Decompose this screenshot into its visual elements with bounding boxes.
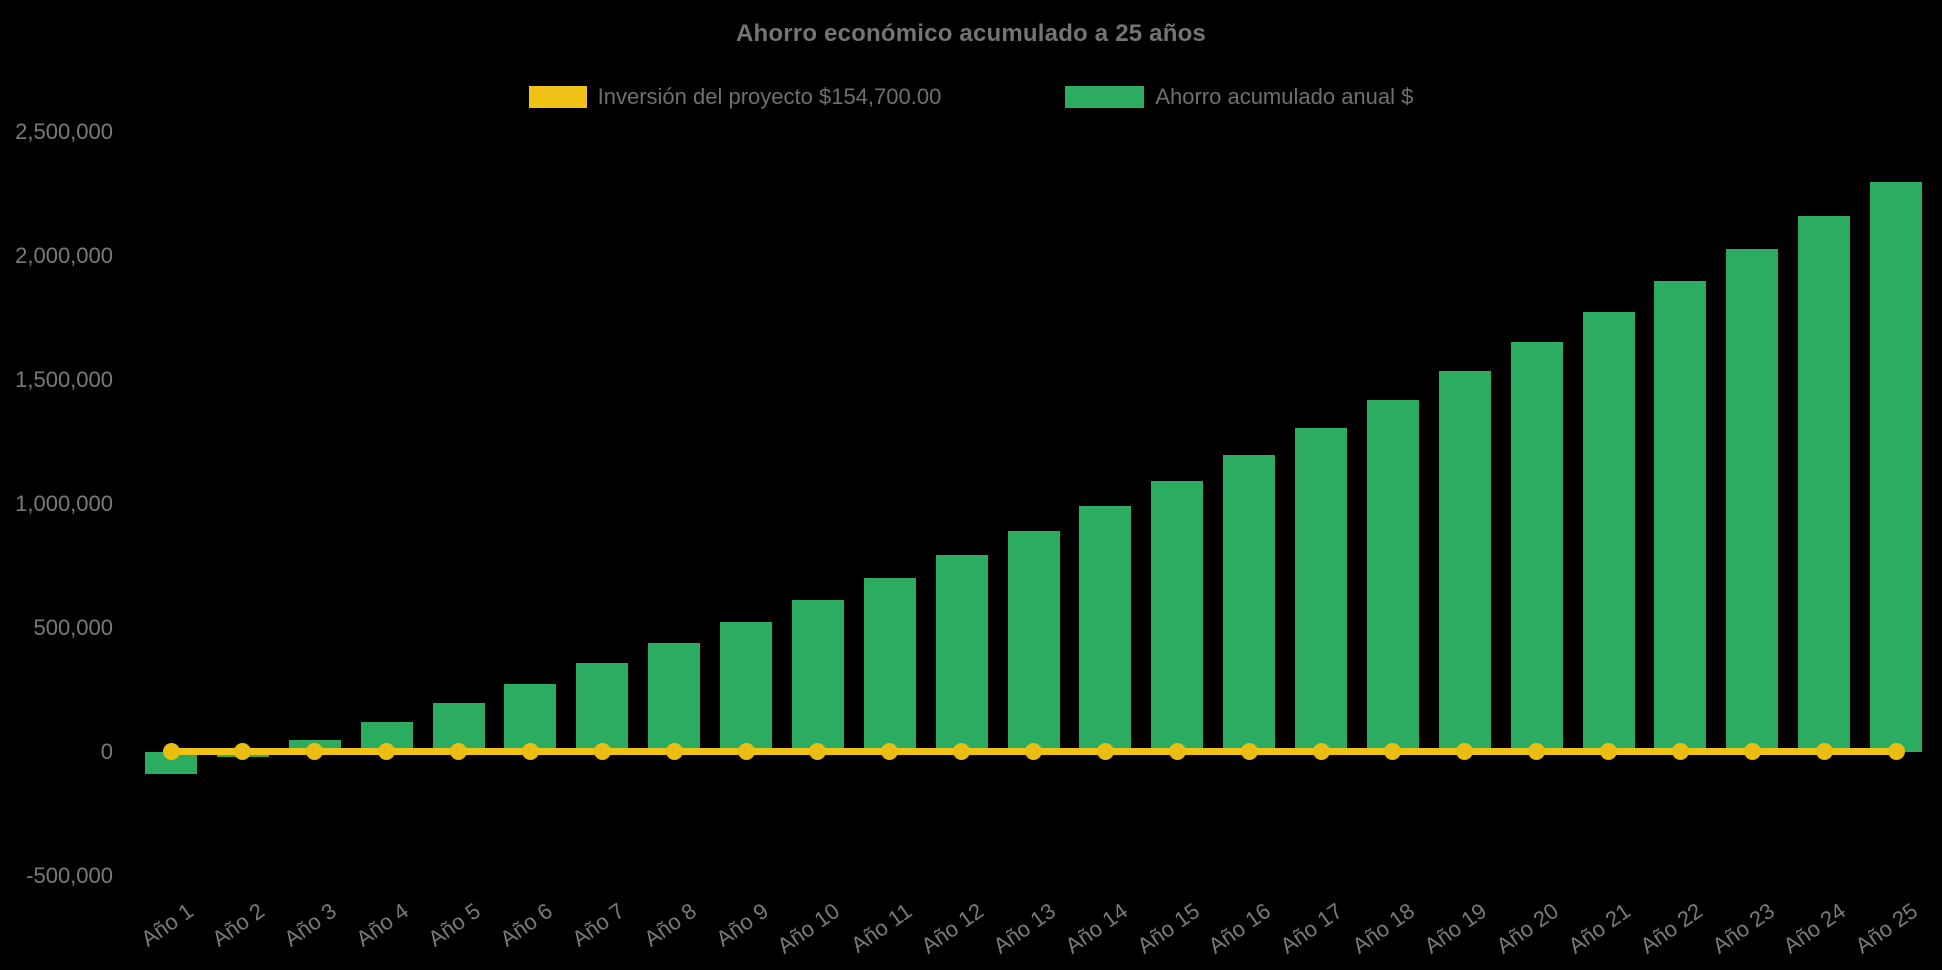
legend-swatch-savings [1065,86,1145,108]
chart-title: Ahorro económico acumulado a 25 años [736,20,1206,47]
investment-line-marker [1528,742,1546,760]
y-axis-tick-label: 1,500,000 [15,367,113,392]
investment-line-marker [809,742,827,760]
x-axis-tick-label: Año 8 [639,898,701,952]
savings-bar [1582,311,1635,752]
investment-line-marker [953,742,971,760]
y-axis-tick-label: 1,000,000 [15,491,113,516]
savings-bar [1079,506,1132,752]
x-axis-tick-label: Año 18 [1347,898,1420,959]
investment-line-marker [1384,742,1402,760]
savings-bar [576,663,629,752]
x-axis-tick-label: Año 6 [495,898,557,952]
savings-bar [504,683,557,752]
investment-line-marker [1887,742,1905,760]
x-axis-tick-label: Año 11 [845,898,917,958]
x-axis-tick-label: Año 9 [710,898,773,952]
x-axis-tick-label: Año 22 [1635,898,1707,959]
x-axis-tick-label: Año 20 [1491,898,1563,959]
savings-bar [1510,342,1563,752]
investment-line-marker [1312,742,1330,760]
investment-line-marker [1600,742,1617,760]
investment-line-marker [378,742,396,760]
savings-bar [863,577,916,752]
investment-line-marker [1168,742,1186,760]
investment-line-marker [521,742,539,760]
investment-line-marker [234,742,252,760]
savings-bar [1438,371,1491,752]
x-axis-tick-label: Año 19 [1419,898,1492,959]
y-axis-tick-label: 2,500,000 [15,119,113,144]
savings-bar [791,600,844,752]
legend-item-investment: Inversión del proyecto $154,700.00 [528,84,942,110]
savings-bar [720,621,772,752]
investment-line-marker [1240,742,1258,760]
legend-label-savings: Ahorro acumulado anual $ [1155,84,1414,109]
x-axis-tick-label: Año 5 [423,898,485,952]
x-axis-tick-label: Año 17 [1275,898,1348,959]
investment-line-marker [665,742,683,760]
x-axis-tick-label: Año 12 [916,898,988,959]
legend-item-savings: Ahorro acumulado anual $ [1065,84,1413,110]
x-axis-tick-label: Año 24 [1779,898,1851,959]
savings-bar [1366,399,1419,752]
savings-bar [1726,249,1779,752]
x-axis-tick-label: Año 2 [207,898,270,952]
investment-line-marker [1456,742,1474,760]
savings-bar [1798,216,1851,752]
x-axis-tick-label: Año 10 [772,898,845,959]
investment-line-marker [737,742,755,760]
y-axis-tick-label: 500,000 [33,615,113,640]
x-axis-tick-label: Año 16 [1204,898,1276,959]
y-axis-tick-label: -500,000 [26,863,113,888]
investment-line-marker [881,742,899,760]
x-axis-tick-label: Año 3 [279,898,342,952]
savings-bar [1870,182,1922,752]
investment-line-marker [1671,742,1689,760]
x-axis-tick-label: Año 21 [1563,898,1635,959]
x-axis-tick-label: Año 25 [1850,898,1923,959]
savings-bar [935,554,988,752]
investment-line-marker [162,742,180,760]
investment-line-marker [1096,742,1114,760]
savings-bar [1654,280,1707,752]
x-axis-tick-label: Año 14 [1060,898,1132,959]
x-axis-tick-label: Año 15 [1132,898,1204,959]
investment-line-marker [306,742,324,760]
savings-bar [648,642,701,752]
y-axis-tick-label: 0 [100,739,113,764]
chart-legend: Inversión del proyecto $154,700.00 Ahorr… [0,84,1942,110]
y-axis-tick-label: 2,000,000 [15,243,113,268]
legend-label-investment: Inversión del proyecto $154,700.00 [597,84,942,109]
savings-bar [145,752,197,774]
x-axis-tick-label: Año 13 [988,898,1060,959]
investment-line-marker [1815,742,1833,760]
savings-bar [1295,427,1347,752]
x-axis-tick-label: Año 23 [1707,898,1779,959]
investment-line-marker [593,742,611,760]
savings-bar [1223,454,1276,752]
investment-line-marker [1743,742,1761,760]
x-axis-tick-label: Año 4 [351,898,413,952]
investment-line-marker [450,742,467,760]
legend-swatch-investment [528,86,587,108]
x-axis-tick-label: Año 1 [135,898,198,952]
x-axis-tick-label: Año 7 [567,898,629,952]
investment-line-marker [1025,742,1042,760]
savings-bar [1151,480,1204,752]
savings-bar [1007,531,1060,752]
